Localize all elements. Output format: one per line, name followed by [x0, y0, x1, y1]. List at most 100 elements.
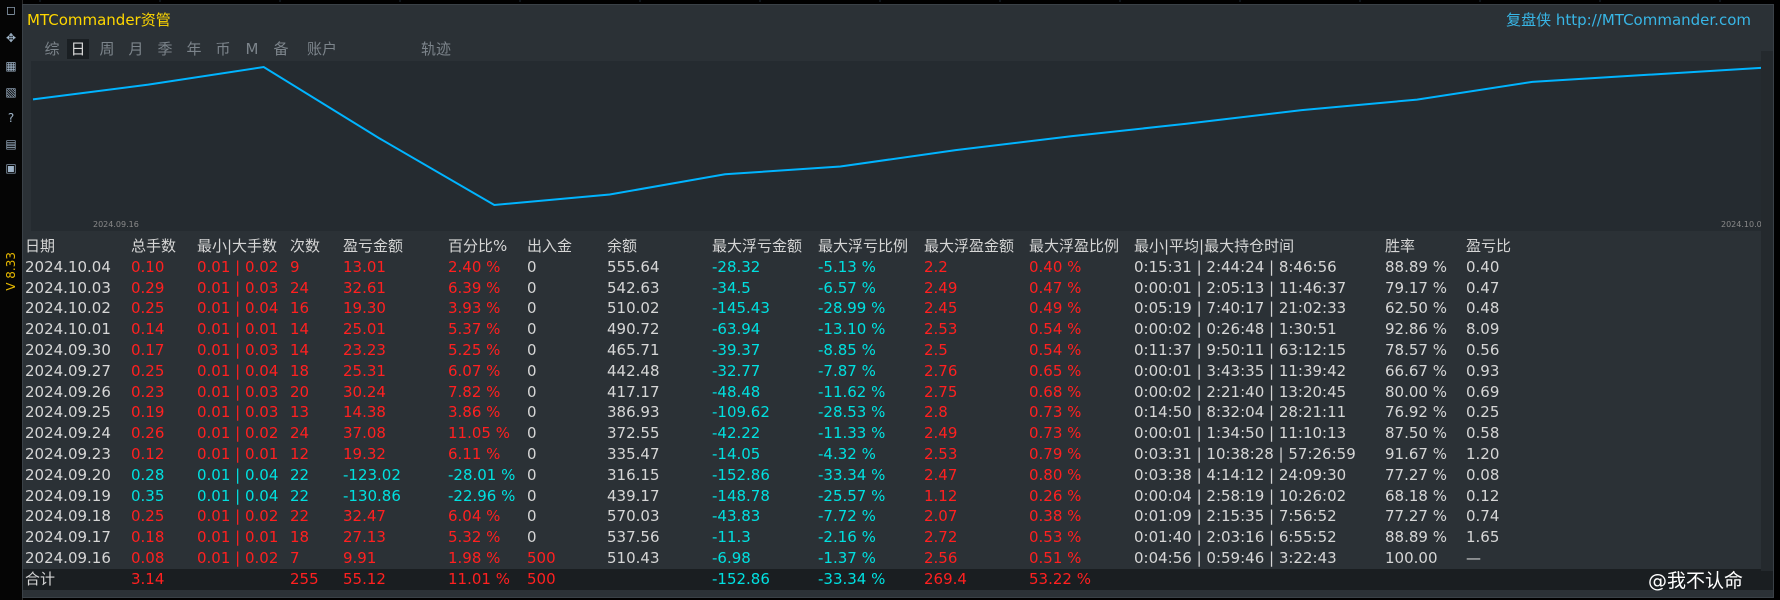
tab-trajectory[interactable]: 轨迹	[420, 40, 451, 58]
cell-deposit: 0	[527, 486, 537, 505]
cell-date: 2024.09.25	[25, 403, 111, 422]
tab-summary[interactable]: 综	[44, 40, 60, 58]
cell-date: 2024.10.01	[25, 320, 111, 339]
cell-percent: 11.05 %	[448, 424, 510, 443]
move-icon[interactable]: ✥	[5, 31, 17, 45]
cell-balance: 510.43	[607, 548, 660, 567]
table-row: 2024.10.02 0.25 0.01 | 0.04 16 19.30 3.93 % 0 5…	[23, 298, 1773, 319]
cell-date: 2024.09.19	[25, 486, 111, 505]
tab-month[interactable]: 月	[128, 40, 144, 58]
cell-deposit: 出入金	[527, 237, 573, 255]
cell-win-rate: 77.27 %	[1385, 465, 1447, 484]
app-title: MTCommander资管	[27, 11, 171, 29]
cell-pnl-ratio: 0.08	[1466, 465, 1500, 484]
cell-max-float-loss: -14.05	[712, 444, 761, 463]
cell-date: 2024.10.03	[25, 278, 111, 297]
cell-max-float-gain-pct: 0.73 %	[1029, 403, 1082, 422]
cell-max-float-loss: -48.48	[712, 382, 761, 401]
cell-max-float-loss: -63.94	[712, 320, 761, 339]
cell-date: 日期	[25, 237, 56, 255]
cell-percent: 5.37 %	[448, 320, 501, 339]
cell-min-max-lots: 最小|大手数	[197, 237, 278, 255]
tab-account[interactable]: 账户	[306, 40, 337, 58]
cell-min-max-lots: 0.01 | 0.04	[197, 465, 279, 484]
site-link[interactable]: 复盘侠 http://MTCommander.com	[1506, 11, 1751, 29]
cell-pnl-ratio: 0.69	[1466, 382, 1500, 401]
table-row: 2024.09.30 0.17 0.01 | 0.03 14 23.23 5.25 % 0 4…	[23, 340, 1773, 361]
help-icon[interactable]: ?	[7, 111, 15, 125]
table-totals-row: 合计 3.14 255 55.12 11.01 % 500 -152.86 -33.34 % 2…	[23, 568, 1773, 590]
cell-pnl-ratio: 0.12	[1466, 486, 1500, 505]
cell-pnl-ratio: 0.40	[1466, 257, 1500, 276]
cell-balance: 386.93	[607, 403, 660, 422]
cell-pnl-ratio: 0.25	[1466, 403, 1500, 422]
cell-min-max-lots: 0.01 | 0.03	[197, 403, 279, 422]
cell-date: 2024.09.16	[25, 548, 111, 567]
cell-deposit: 0	[527, 340, 537, 359]
cell-pnl: -130.86	[343, 486, 401, 505]
cell-deposit: 0	[527, 528, 537, 547]
cell-percent: 6.39 %	[448, 278, 501, 297]
cell-count: 14	[290, 320, 310, 339]
cell-hold-times: 最小|平均|最大持仓时间	[1134, 237, 1295, 255]
cell-pnl: 32.47	[343, 507, 386, 526]
left-toolbar: ◻ ✥ ▦ ▧ ? ▤ ▣ V 8.33	[0, 0, 23, 600]
grid-icon[interactable]: ▦	[5, 59, 17, 73]
cell-pnl-ratio: 0.56	[1466, 340, 1500, 359]
tab-m[interactable]: M	[245, 40, 259, 58]
cell-pnl: 13.01	[343, 257, 386, 276]
cell-max-float-loss-pct: -33.34 %	[818, 465, 886, 484]
tab-day[interactable]: 日	[67, 39, 89, 59]
cell-percent: -22.96 %	[448, 486, 516, 505]
tab-currency[interactable]: 币	[215, 40, 231, 58]
cell-deposit: 0	[527, 278, 537, 297]
cell-date: 2024.09.27	[25, 361, 111, 380]
minimize-icon[interactable]: ◻	[6, 3, 16, 17]
tab-quarter[interactable]: 季	[157, 40, 173, 58]
cell-percent: 6.04 %	[448, 507, 501, 526]
cell-percent: 6.07 %	[448, 361, 501, 380]
cell-win-rate: 78.57 %	[1385, 340, 1447, 359]
cell-count: 22	[290, 465, 310, 484]
cell-pnl-ratio: 1.20	[1466, 444, 1500, 463]
cell-date: 2024.09.23	[25, 444, 111, 463]
cell-total-lots: 0.29	[131, 278, 165, 297]
cell-max-float-gain: 最大浮盈金额	[924, 237, 1015, 255]
cell-max-float-gain-pct: 0.51 %	[1029, 548, 1082, 567]
cell-date: 2024.09.20	[25, 465, 111, 484]
cell-deposit: 0	[527, 444, 537, 463]
cell-total-lots: 0.19	[131, 403, 165, 422]
tab-week[interactable]: 周	[99, 40, 115, 58]
cell-max-float-gain: 2.5	[924, 340, 948, 359]
cell-max-float-loss-pct: -13.10 %	[818, 320, 886, 339]
cell-hold-times: 0:00:01 | 3:43:35 | 11:39:42	[1134, 361, 1347, 380]
cell-pnl-ratio: 0.47	[1466, 278, 1500, 297]
cell-balance: 余额	[607, 237, 638, 255]
window-icon[interactable]: ▣	[5, 161, 17, 175]
cell-total-lots: 0.10	[131, 257, 165, 276]
cell-percent: 5.25 %	[448, 340, 501, 359]
cell-pnl: 25.01	[343, 320, 386, 339]
cell-deposit: 0	[527, 382, 537, 401]
cell-total-lots: 0.12	[131, 444, 165, 463]
table-icon[interactable]: ▧	[5, 85, 17, 99]
tab-notes[interactable]: 备	[273, 40, 289, 58]
cell-total-lots: 0.08	[131, 548, 165, 567]
cell-max-float-gain-pct: 0.26 %	[1029, 486, 1082, 505]
table-row: 2024.09.23 0.12 0.01 | 0.01 12 19.32 6.11 % 0 3…	[23, 444, 1773, 465]
cell-max-float-loss: -32.77	[712, 361, 761, 380]
cell-hold-times: 0:14:50 | 8:32:04 | 28:21:11	[1134, 403, 1347, 422]
list-icon[interactable]: ▤	[5, 137, 17, 151]
tab-year[interactable]: 年	[186, 40, 202, 58]
cell-max-float-loss: -11.3	[712, 528, 751, 547]
table-row: 2024.09.20 0.28 0.01 | 0.04 22 -123.02 -28.01…	[23, 465, 1773, 486]
cell-max-float-gain-pct: 0.47 %	[1029, 278, 1082, 297]
cell-win-rate: 76.92 %	[1385, 403, 1447, 422]
cell-hold-times: 0:03:38 | 4:14:12 | 24:09:30	[1134, 465, 1347, 484]
cell-min-max-lots: 0.01 | 0.04	[197, 361, 279, 380]
cell-total-lots: 总手数	[131, 237, 177, 255]
vertical-scrollbar[interactable]	[1761, 51, 1773, 571]
cell-max-float-loss: -152.86	[712, 465, 770, 484]
cell-percent: -28.01 %	[448, 465, 516, 484]
cell-max-float-loss-pct: -25.57 %	[818, 486, 886, 505]
